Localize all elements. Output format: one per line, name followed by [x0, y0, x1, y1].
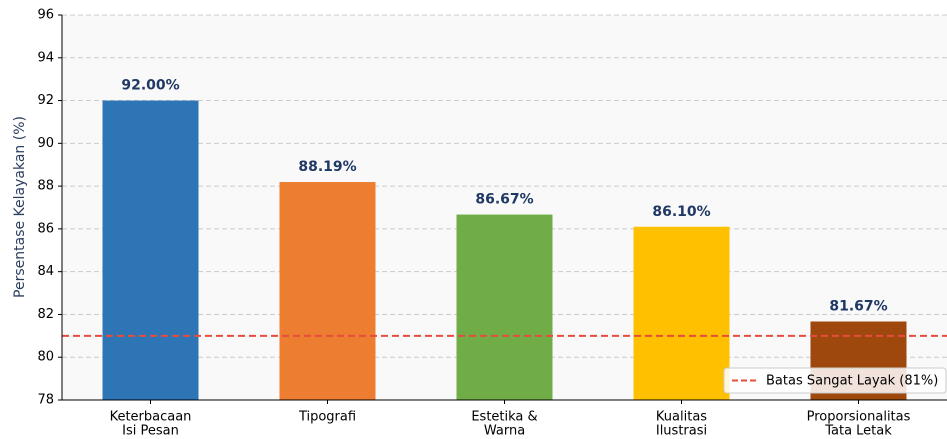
x-tick-label: Keterbacaan [110, 410, 192, 425]
y-tick-label: 84 [37, 264, 54, 279]
y-tick-label: 80 [37, 350, 54, 365]
y-tick-label: 78 [37, 393, 54, 408]
x-tick-label: Kualitas [656, 410, 707, 425]
x-tick-label: Isi Pesan [122, 424, 179, 439]
bar [456, 214, 553, 400]
bar [102, 100, 199, 401]
x-tick-label: Proporsionalitas [807, 410, 911, 425]
value-label: 86.10% [652, 204, 710, 220]
y-tick-label: 86 [37, 221, 54, 236]
value-label: 88.19% [298, 159, 356, 175]
value-label: 92.00% [121, 78, 179, 94]
y-tick-label: 82 [37, 307, 54, 322]
y-tick-label: 94 [37, 50, 54, 65]
value-label: 86.67% [475, 192, 533, 208]
y-tick-label: 96 [37, 8, 54, 23]
x-tick-label: Tipografi [298, 410, 356, 425]
legend-label: Batas Sangat Layak (81%) [766, 374, 938, 389]
y-tick-label: 92 [37, 93, 54, 108]
x-tick-label: Warna [484, 424, 525, 439]
y-axis-label: Persentase Kelayakan (%) [12, 116, 28, 298]
x-tick-label: Ilustrasi [656, 424, 707, 439]
legend [723, 367, 947, 394]
value-label: 81.67% [829, 299, 887, 315]
bar [279, 182, 376, 400]
x-tick-label: Estetika & [471, 410, 537, 425]
x-tick-label: Tata Letak [824, 424, 892, 439]
bar [633, 226, 730, 400]
y-tick-label: 90 [37, 136, 54, 151]
y-tick-label: 88 [37, 179, 54, 194]
